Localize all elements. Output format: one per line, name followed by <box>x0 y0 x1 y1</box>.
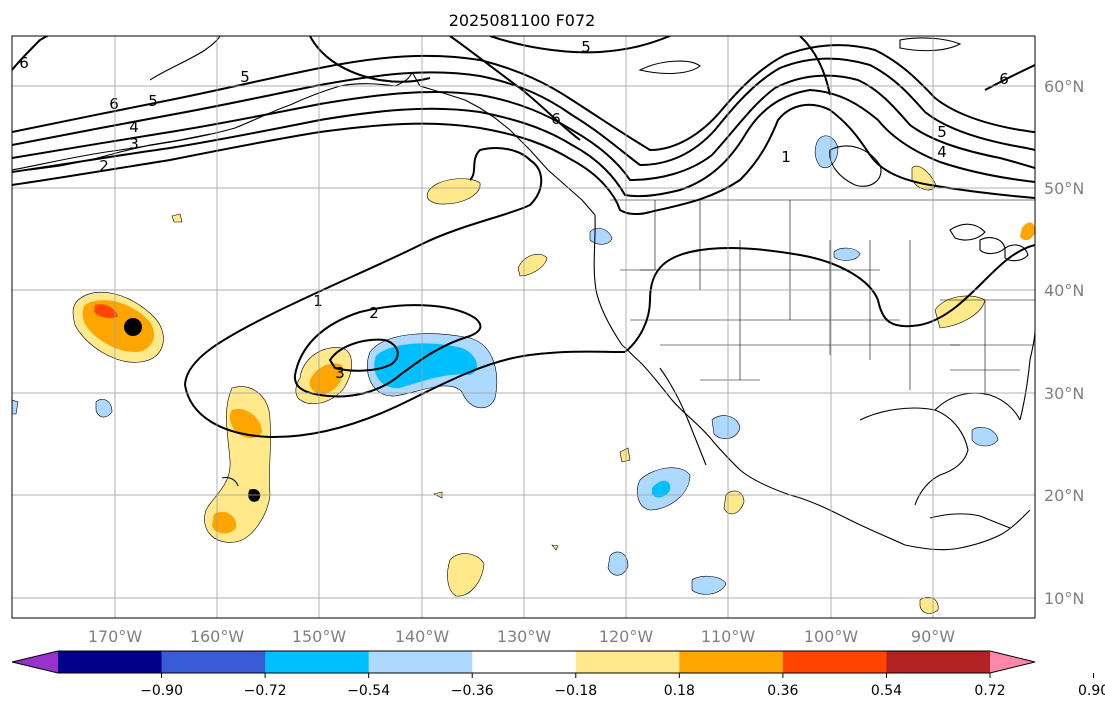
shaded-anomalies <box>12 135 1035 614</box>
colorbar-tick-label: −0.90 <box>140 683 183 699</box>
lon-label: 150°W <box>292 627 347 646</box>
colorbar-bin <box>161 651 266 673</box>
colorbar-tick-label: −0.18 <box>554 683 597 699</box>
colorbar-bin <box>886 651 991 673</box>
contour-label: 1 <box>313 292 323 310</box>
contour-label: 5 <box>581 38 591 56</box>
lat-label: 50°N <box>1044 179 1084 198</box>
lon-label: 90°W <box>911 627 955 646</box>
colorbar-bin <box>679 651 784 673</box>
colorbar-bin <box>58 651 163 673</box>
lon-label: 100°W <box>804 627 859 646</box>
colorbar-tick-label: 0.54 <box>871 683 902 699</box>
lat-label: 40°N <box>1044 281 1084 300</box>
negative-anomaly <box>971 427 999 447</box>
contour-label: 6 <box>551 110 561 128</box>
colorbar-tick-label: 0.72 <box>974 683 1005 699</box>
lat-label: 20°N <box>1044 486 1084 505</box>
contour-label: 2 <box>99 157 109 175</box>
contour-label: 6 <box>999 70 1009 88</box>
lon-label: 170°W <box>88 627 143 646</box>
colorbar-extend-min <box>12 651 58 673</box>
negative-anomaly <box>374 343 477 389</box>
colorbar-bin <box>472 651 577 673</box>
negative-anomaly <box>607 551 629 576</box>
colorbar: −0.90 −0.72 −0.54 −0.36 −0.18 0.18 0.36 0.54 0.7… <box>11 650 1105 699</box>
colorbar-bin <box>575 651 680 673</box>
lon-label: 140°W <box>395 627 450 646</box>
negative-anomaly <box>833 247 861 261</box>
height-contours <box>12 36 1035 439</box>
negative-anomaly <box>95 399 113 418</box>
contour-label: 3 <box>335 364 345 382</box>
lon-label: 120°W <box>599 627 654 646</box>
negative-anomaly <box>12 399 19 415</box>
contour-label: 5 <box>148 92 158 110</box>
longitude-labels: 170°W 160°W 150°W 140°W 130°W 120°W 110°… <box>88 627 955 646</box>
colorbar-tick-label: 0.90 <box>1078 683 1105 699</box>
lon-label: 110°W <box>701 627 756 646</box>
positive-anomaly <box>171 213 183 223</box>
positive-anomaly <box>309 363 344 395</box>
positive-anomaly <box>919 597 939 614</box>
map-panel: 6 5 6 5 4 3 2 5 6 1 5 4 6 1 2 3 <box>11 35 1036 619</box>
colorbar-tick-label: −0.72 <box>244 683 287 699</box>
positive-anomaly <box>229 408 262 438</box>
colorbar-outline <box>11 650 1036 674</box>
lon-label: 130°W <box>497 627 552 646</box>
positive-anomaly <box>551 544 559 551</box>
colorbar-tick-label: 0.36 <box>767 683 798 699</box>
positive-anomaly <box>517 253 548 277</box>
strong-positive-anomaly <box>94 304 118 319</box>
colorbar-bin <box>265 651 370 673</box>
lat-label: 60°N <box>1044 77 1084 96</box>
positive-anomaly <box>723 490 745 515</box>
contour-label: 4 <box>937 143 947 161</box>
contour-label: 5 <box>240 68 250 86</box>
positive-anomaly <box>212 511 237 534</box>
contour-label: 4 <box>129 118 139 136</box>
colorbar-bin <box>368 651 473 673</box>
negative-anomaly <box>691 575 727 595</box>
colorbar-bin <box>782 651 887 673</box>
positive-anomaly <box>1020 222 1035 241</box>
colorbar-swatches <box>11 650 1036 674</box>
negative-anomaly <box>711 415 741 440</box>
contour-label: 1 <box>781 148 791 166</box>
contour-label: 3 <box>129 135 139 153</box>
location-marker <box>124 318 142 336</box>
contour-labels: 6 5 6 5 4 3 2 5 6 1 5 4 6 1 2 3 <box>19 38 1009 382</box>
lat-label: 30°N <box>1044 384 1084 403</box>
positive-anomaly <box>619 447 631 463</box>
colorbar-tick-label: 0.18 <box>664 683 695 699</box>
state-borders <box>620 200 1035 395</box>
colorbar-extend-max <box>990 651 1035 673</box>
positive-anomaly <box>426 178 481 205</box>
lon-label: 160°W <box>190 627 245 646</box>
map-title: 2025081100 F072 <box>449 11 596 30</box>
latitude-labels: 60°N 50°N 40°N 30°N 20°N 10°N <box>1044 77 1084 608</box>
colorbar-tick-label: −0.36 <box>451 683 494 699</box>
colorbar-ticks: −0.90 −0.72 −0.54 −0.36 −0.18 0.18 0.36 0.54 0.7… <box>140 673 1105 699</box>
gridlines <box>12 36 1035 618</box>
positive-anomaly <box>447 553 485 597</box>
contour-label: 5 <box>937 123 947 141</box>
negative-anomaly <box>652 480 671 498</box>
map-frame <box>11 35 1036 619</box>
contour-label: 2 <box>369 304 379 322</box>
colorbar-tick-label: −0.54 <box>347 683 390 699</box>
contour-label: 6 <box>109 95 119 113</box>
contour-label: 6 <box>19 54 29 72</box>
lat-label: 10°N <box>1044 589 1084 608</box>
